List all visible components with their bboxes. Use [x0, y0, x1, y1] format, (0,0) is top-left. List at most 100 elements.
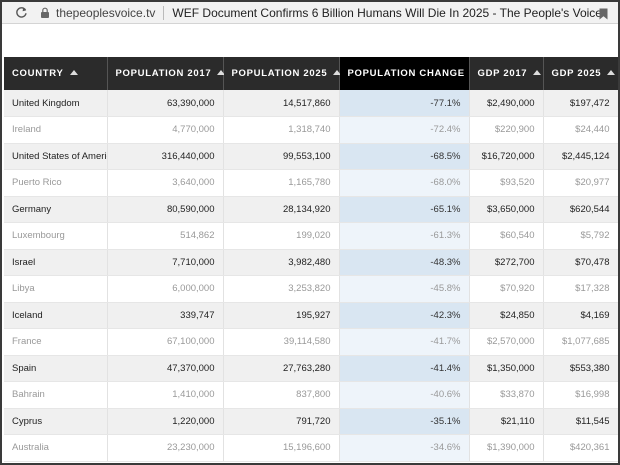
header-population-2025[interactable]: POPULATION 2025 — [223, 57, 342, 90]
cell-gdp-2025: $420,361 — [543, 434, 618, 462]
site-info-icon[interactable] — [40, 7, 50, 19]
cell-population-2025: 39,114,580 — [223, 328, 340, 356]
cell-population-2025: 837,800 — [223, 381, 340, 409]
header-label: POPULATION 2017 — [115, 68, 212, 79]
header-gdp-2017[interactable]: GDP 2017 — [469, 57, 544, 90]
header-label: GDP 2025 — [551, 68, 602, 79]
cell-country: Germany — [4, 196, 108, 223]
cell-gdp-2025: $16,998 — [543, 381, 618, 409]
cell-country: Puerto Rico — [4, 169, 108, 197]
header-population-change[interactable]: POPULATION CHANGE — [339, 57, 479, 90]
cell-population-change: -77.1% — [339, 90, 470, 117]
cell-gdp-2017: $1,350,000 — [469, 355, 544, 382]
table-row: United Kingdom 63,390,000 14,517,860 -77.1%… — [4, 90, 618, 117]
cell-population-2025: 28,134,920 — [223, 196, 340, 223]
sort-arrow-icon — [533, 70, 542, 75]
cell-population-2025: 27,763,280 — [223, 355, 340, 382]
cell-gdp-2025: $553,380 — [543, 355, 618, 382]
table-row: Cyprus 1,220,000 791,720 -35.1% $21,110 $11,5… — [4, 408, 618, 435]
cell-gdp-2025: $20,977 — [543, 169, 618, 197]
cell-gdp-2025: $197,472 — [543, 90, 618, 117]
cell-population-change: -42.3% — [339, 302, 470, 329]
cell-gdp-2017: $24,850 — [469, 302, 544, 329]
header-population-2017[interactable]: POPULATION 2017 — [107, 57, 226, 90]
browser-bar: thepeoplesvoice.tv WEF Document Confirms… — [2, 2, 618, 24]
cell-population-2017: 23,230,000 — [107, 434, 224, 462]
cell-population-2017: 80,590,000 — [107, 196, 224, 223]
cell-gdp-2017: $1,390,000 — [469, 434, 544, 462]
address-divider — [163, 5, 165, 20]
cell-country: Australia — [4, 434, 108, 462]
header-label: COUNTRY — [12, 68, 64, 79]
cell-population-2025: 199,020 — [223, 222, 340, 250]
cell-population-2017: 4,770,000 — [107, 116, 224, 144]
cell-country: Ireland — [4, 116, 108, 144]
header-country[interactable]: COUNTRY — [4, 57, 108, 90]
cell-population-change: -40.6% — [339, 381, 470, 409]
cell-population-2025: 1,165,780 — [223, 169, 340, 197]
cell-population-change: -34.6% — [339, 434, 470, 462]
cell-population-change: -45.8% — [339, 275, 470, 303]
cell-population-2017: 1,220,000 — [107, 408, 224, 435]
sort-arrow-icon — [607, 70, 616, 75]
cell-gdp-2017: $272,700 — [469, 249, 544, 276]
cell-gdp-2017: $93,520 — [469, 169, 544, 197]
address-bar-url[interactable]: thepeoplesvoice.tv — [56, 5, 156, 20]
cell-gdp-2017: $220,900 — [469, 116, 544, 144]
table-row: Germany 80,590,000 28,134,920 -65.1% $3,650,… — [4, 196, 618, 223]
cell-country: United States of America — [4, 143, 108, 170]
cell-population-change: -41.4% — [339, 355, 470, 382]
reload-icon[interactable] — [14, 6, 28, 20]
cell-population-2017: 6,000,000 — [107, 275, 224, 303]
table-body: United Kingdom 63,390,000 14,517,860 -77.1%… — [4, 90, 618, 462]
cell-country: United Kingdom — [4, 90, 108, 117]
cell-population-2017: 1,410,000 — [107, 381, 224, 409]
cell-population-change: -35.1% — [339, 408, 470, 435]
table-row: Puerto Rico 3,640,000 1,165,780 -68.0% $93,5… — [4, 169, 618, 197]
cell-country: Bahrain — [4, 381, 108, 409]
table-row: United States of America 316,440,000 99,55… — [4, 143, 618, 170]
cell-gdp-2017: $21,110 — [469, 408, 544, 435]
population-table: COUNTRY POPULATION 2017 POPULATION 2025 … — [4, 57, 618, 462]
header-gdp-2025[interactable]: GDP 2025 — [543, 57, 618, 90]
header-label: POPULATION CHANGE — [347, 68, 465, 79]
table-row: Luxembourg 514,862 199,020 -61.3% $60,540 $5,… — [4, 222, 618, 250]
cell-country: Luxembourg — [4, 222, 108, 250]
cell-gdp-2025: $1,077,685 — [543, 328, 618, 356]
cell-population-2017: 3,640,000 — [107, 169, 224, 197]
cell-population-2025: 195,927 — [223, 302, 340, 329]
cell-population-2025: 3,982,480 — [223, 249, 340, 276]
cell-gdp-2025: $5,792 — [543, 222, 618, 250]
cell-population-2025: 1,318,740 — [223, 116, 340, 144]
cell-population-2025: 99,553,100 — [223, 143, 340, 170]
cell-gdp-2017: $16,720,000 — [469, 143, 544, 170]
cell-gdp-2017: $2,570,000 — [469, 328, 544, 356]
table-header-row: COUNTRY POPULATION 2017 POPULATION 2025 … — [4, 57, 618, 90]
cell-population-change: -65.1% — [339, 196, 470, 223]
cell-gdp-2025: $11,545 — [543, 408, 618, 435]
cell-gdp-2017: $2,490,000 — [469, 90, 544, 117]
cell-gdp-2025: $620,544 — [543, 196, 618, 223]
table-row: Libya 6,000,000 3,253,820 -45.8% $70,920 $17,… — [4, 275, 618, 303]
cell-gdp-2017: $60,540 — [469, 222, 544, 250]
header-label: GDP 2017 — [477, 68, 528, 79]
cell-population-change: -68.5% — [339, 143, 470, 170]
table-row: Australia 23,230,000 15,196,600 -34.6% $1,39… — [4, 434, 618, 462]
cell-gdp-2025: $24,440 — [543, 116, 618, 144]
cell-population-change: -72.4% — [339, 116, 470, 144]
cell-country: Iceland — [4, 302, 108, 329]
cell-gdp-2025: $4,169 — [543, 302, 618, 329]
cell-population-2025: 15,196,600 — [223, 434, 340, 462]
data-table-container: COUNTRY POPULATION 2017 POPULATION 2025 … — [4, 57, 618, 462]
cell-gdp-2017: $3,650,000 — [469, 196, 544, 223]
table-row: Ireland 4,770,000 1,318,740 -72.4% $220,900 $… — [4, 116, 618, 144]
cell-population-2017: 67,100,000 — [107, 328, 224, 356]
bookmark-icon[interactable] — [599, 7, 608, 20]
cell-population-2017: 47,370,000 — [107, 355, 224, 382]
sort-arrow-icon — [69, 70, 78, 75]
cell-gdp-2017: $33,870 — [469, 381, 544, 409]
sort-arrow-icon — [333, 70, 342, 75]
cell-country: Spain — [4, 355, 108, 382]
cell-population-change: -48.3% — [339, 249, 470, 276]
